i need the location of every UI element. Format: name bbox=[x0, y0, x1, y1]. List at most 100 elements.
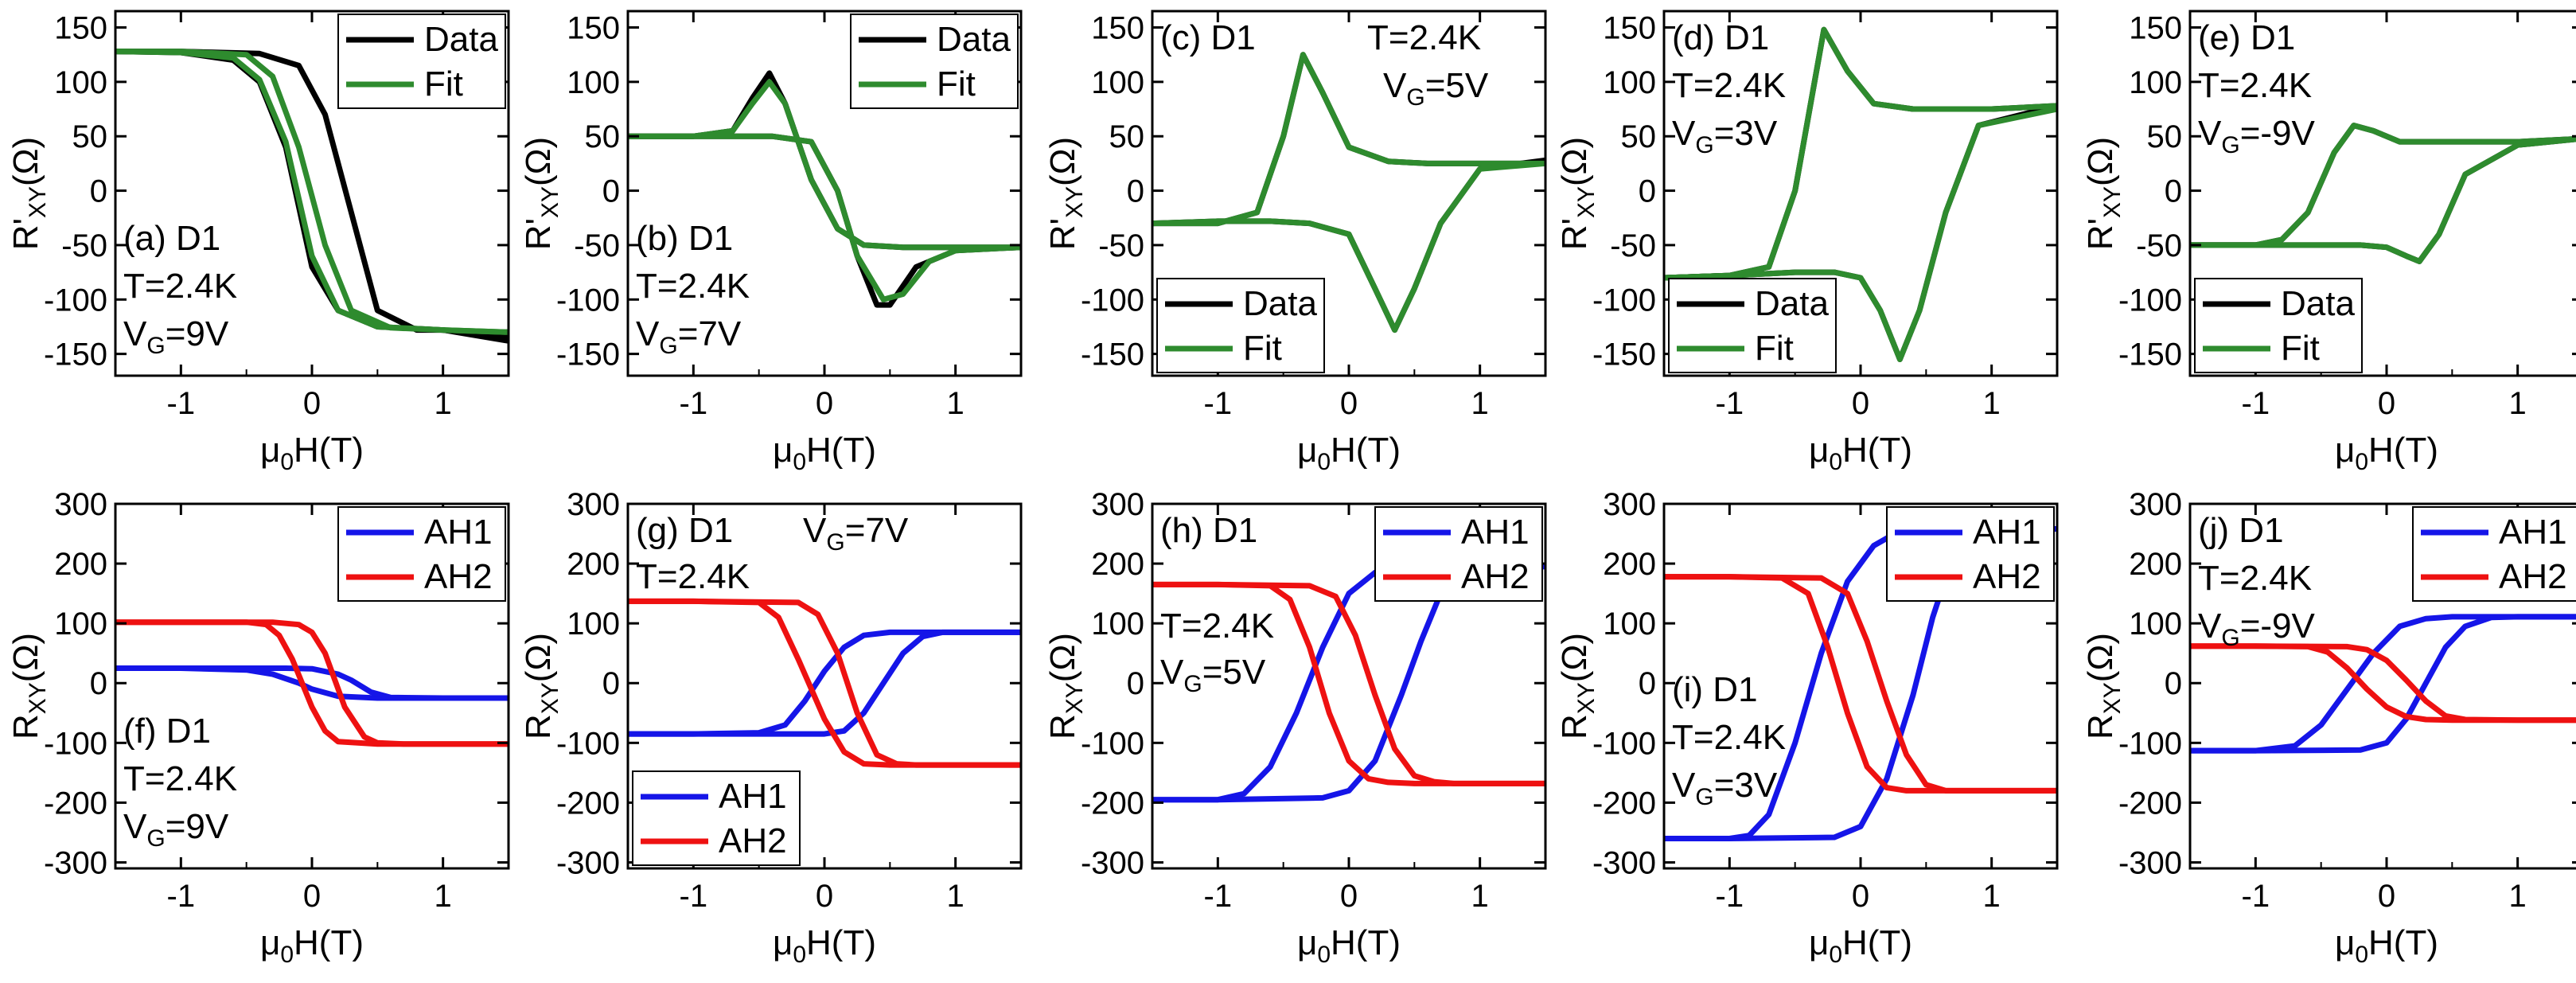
series-line-fit-2 bbox=[1664, 26, 2057, 281]
y-tick-label: 300 bbox=[2129, 487, 2182, 522]
x-axis-title: μ0H(T) bbox=[260, 431, 364, 475]
gate-voltage-label: VG=7V bbox=[803, 511, 909, 556]
panel-label: (e) D1 bbox=[2198, 18, 2295, 57]
legend-label-fit: Fit bbox=[424, 64, 463, 103]
y-tick-label: 200 bbox=[54, 547, 107, 582]
y-tick-label: 300 bbox=[54, 487, 107, 522]
x-axis-title: μ0H(T) bbox=[1809, 431, 1912, 475]
legend-box bbox=[337, 506, 506, 602]
annotation-group: (j) D1 T=2.4K VG=-9V bbox=[2198, 511, 2316, 651]
y-tick-label: -300 bbox=[44, 845, 107, 880]
y-tick-label: 100 bbox=[1091, 65, 1144, 100]
y-tick-label: -150 bbox=[556, 337, 620, 373]
legend-label-data: Data bbox=[937, 20, 1011, 59]
legend-label-ah1: AH1 bbox=[1461, 513, 1530, 552]
x-tick-label: 1 bbox=[2509, 879, 2527, 914]
x-tick-label: 1 bbox=[1983, 879, 2001, 914]
panel-j: -1 0 1 -300 -200 -100 0 100 200 300 μ0H(T) RXY(Ω) AH… bbox=[2081, 487, 2576, 968]
y-tick-label: 100 bbox=[567, 65, 620, 100]
y-tick-label: -50 bbox=[2136, 228, 2182, 263]
legend-label-data: Data bbox=[424, 20, 498, 59]
x-tick-label: 0 bbox=[303, 386, 321, 421]
panel-a: -1 0 1 -150 -100 -50 0 50 100 150 μ0H(T) R'XY(Ω) Dat… bbox=[6, 10, 510, 475]
y-axis-title: R'XY(Ω) bbox=[6, 137, 51, 250]
panel-label: (g) D1 bbox=[636, 511, 733, 550]
y-tick-label: 100 bbox=[1603, 65, 1656, 100]
legend-label-fit: Fit bbox=[937, 64, 976, 103]
x-tick-label: 1 bbox=[947, 386, 965, 421]
y-tick-label: -100 bbox=[556, 283, 620, 318]
y-tick-label: 0 bbox=[90, 174, 107, 209]
legend-label-data: Data bbox=[1755, 284, 1829, 323]
panel-c: -1 0 1 -150 -100 -50 0 50 100 150 μ0H(T) R'XY(Ω) Dat… bbox=[1043, 10, 1547, 475]
gate-voltage-label: VG=9V bbox=[123, 807, 229, 852]
legend-label-data: Data bbox=[1243, 284, 1317, 323]
y-tick-label: 0 bbox=[1127, 174, 1144, 209]
y-tick-label: -100 bbox=[1592, 283, 1656, 318]
y-tick-label: 50 bbox=[1109, 119, 1145, 154]
y-tick-label: -100 bbox=[44, 726, 107, 761]
gate-voltage-label: VG=-9V bbox=[2198, 607, 2316, 651]
legend-label-ah1: AH1 bbox=[719, 777, 787, 816]
series-group bbox=[115, 619, 509, 747]
y-tick-label: 0 bbox=[90, 666, 107, 701]
annotation-group: (f) D1 T=2.4K VG=9V bbox=[123, 712, 237, 852]
annotation-group: (g) D1 T=2.4K VG=7V bbox=[636, 511, 909, 596]
annotation-group: (i) D1 T=2.4K VG=3V bbox=[1672, 670, 1786, 810]
y-tick-label: -100 bbox=[2118, 726, 2182, 761]
x-tick-label: -1 bbox=[1716, 386, 1744, 421]
y-tick-label: -300 bbox=[2118, 845, 2182, 880]
x-tick-label: 1 bbox=[1471, 879, 1489, 914]
panel-b: -1 0 1 -150 -100 -50 0 50 100 150 μ0H(T) R'XY(Ω) Dat… bbox=[519, 10, 1023, 475]
y-axis-title: RXY(Ω) bbox=[519, 633, 563, 739]
y-tick-label: 100 bbox=[1603, 607, 1656, 642]
x-tick-label: -1 bbox=[167, 879, 196, 914]
x-axis-title: μ0H(T) bbox=[1297, 431, 1401, 475]
y-tick-label: 50 bbox=[1621, 119, 1657, 154]
y-tick-label: 0 bbox=[1639, 666, 1656, 701]
x-axis-title: μ0H(T) bbox=[2335, 431, 2438, 475]
legend-box bbox=[1156, 278, 1325, 373]
x-tick-label: 1 bbox=[1983, 386, 2001, 421]
y-tick-label: 150 bbox=[1603, 11, 1656, 46]
y-axis-title: RXY(Ω) bbox=[1555, 633, 1600, 739]
panel-d: -1 0 1 -150 -100 -50 0 50 100 150 μ0H(T) R'XY(Ω) Dat… bbox=[1555, 10, 2059, 475]
y-tick-label: -100 bbox=[1081, 726, 1144, 761]
gate-voltage-label: VG=9V bbox=[123, 314, 229, 359]
y-tick-label: -100 bbox=[1081, 283, 1144, 318]
y-tick-label: -150 bbox=[2118, 337, 2182, 373]
y-axis-title: R'XY(Ω) bbox=[2081, 137, 2126, 250]
panel-e: -1 0 1 -150 -100 -50 0 50 100 150 μ0H(T) R'XY(Ω) Dat… bbox=[2081, 10, 2576, 475]
temperature-label: T=2.4K bbox=[1160, 607, 1274, 646]
annotation-group: (h) D1 T=2.4K VG=5V bbox=[1160, 511, 1274, 697]
y-tick-label: 0 bbox=[1127, 666, 1144, 701]
legend: Data Fit bbox=[337, 14, 506, 109]
y-tick-label: -300 bbox=[1592, 845, 1656, 880]
x-axis-title: μ0H(T) bbox=[773, 923, 876, 968]
x-axis-title: μ0H(T) bbox=[2335, 923, 2438, 968]
series-line-fit-3 bbox=[1664, 106, 2057, 362]
x-axis-title: μ0H(T) bbox=[1297, 923, 1401, 968]
x-tick-label: 0 bbox=[2378, 386, 2395, 421]
y-axis-title: R'XY(Ω) bbox=[519, 137, 563, 250]
legend-label-ah2: AH2 bbox=[1973, 557, 2041, 596]
y-tick-label: 100 bbox=[567, 607, 620, 642]
y-tick-label: 200 bbox=[1603, 547, 1656, 582]
series-group bbox=[1664, 26, 2057, 362]
series-group bbox=[628, 598, 1021, 768]
annotation-group: (d) D1 T=2.4K VG=3V bbox=[1672, 18, 1786, 158]
panel-label: (a) D1 bbox=[123, 219, 220, 258]
legend: Data Fit bbox=[1156, 278, 1325, 373]
panel-label: (f) D1 bbox=[123, 712, 211, 751]
series-line-fit-2 bbox=[1152, 52, 1545, 227]
x-tick-label: -1 bbox=[680, 879, 708, 914]
legend-box bbox=[850, 14, 1019, 109]
annotation-group: (a) D1 T=2.4K VG=9V bbox=[123, 219, 237, 359]
series-line-ah2-3 bbox=[2190, 643, 2576, 724]
x-tick-label: -1 bbox=[2242, 386, 2270, 421]
x-tick-label: 1 bbox=[435, 386, 452, 421]
